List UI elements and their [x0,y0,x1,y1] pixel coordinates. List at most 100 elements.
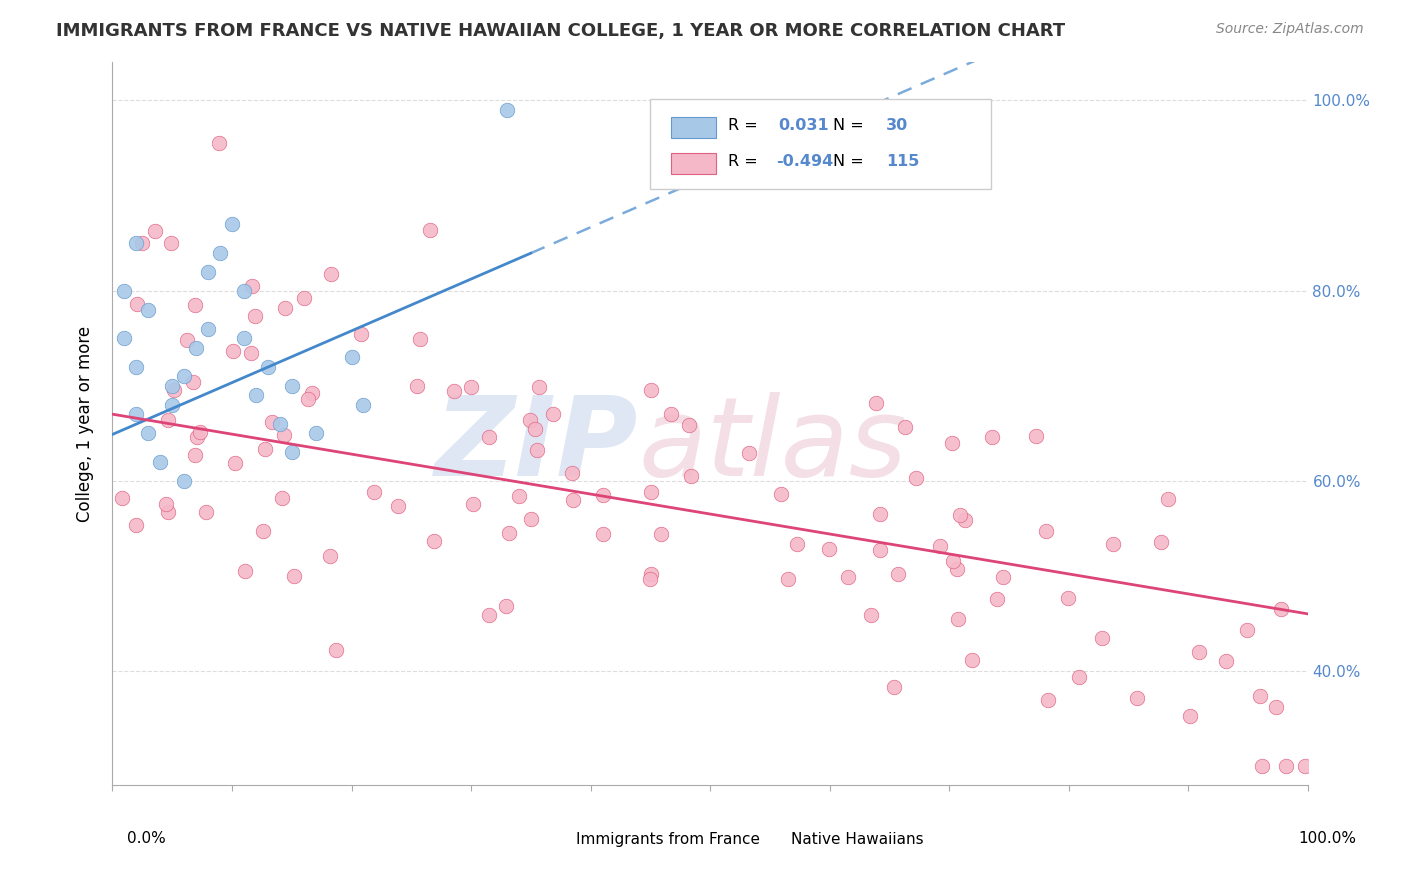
Point [245,388,267,402]
Point [173,474,195,488]
Point [352,398,374,412]
Point [423,533,446,548]
Point [869,507,891,521]
Point [960,653,983,667]
Point [176,333,198,347]
Point [186,430,208,444]
Point [406,378,429,392]
Point [143,224,166,238]
Point [156,412,179,426]
Point [138,302,160,317]
Point [638,572,661,586]
Point [1236,623,1258,637]
Point [1249,689,1271,703]
Point [1156,492,1178,507]
Text: 115: 115 [886,154,920,169]
Point [770,487,793,501]
Text: N =: N = [834,118,869,133]
Point [640,485,662,500]
Point [1215,654,1237,668]
Point [155,497,177,511]
Point [114,284,135,298]
Point [1294,759,1316,773]
Point [520,512,543,526]
Point [496,103,519,117]
Point [260,415,283,429]
Point [640,384,662,398]
Point [186,341,208,355]
Point [253,442,276,456]
Text: N =: N = [834,154,869,169]
Point [281,378,304,392]
Point [162,378,183,392]
Text: -0.494: -0.494 [776,154,832,169]
Point [125,297,148,311]
Point [562,493,585,508]
Point [991,569,1014,583]
Point [349,326,371,341]
Point [387,499,409,513]
Point [114,331,135,345]
Point [894,420,917,434]
Point [184,449,207,463]
Point [941,436,963,450]
Point [245,309,267,323]
Point [274,301,297,316]
Point [283,569,305,583]
Point [149,455,172,469]
FancyBboxPatch shape [531,832,567,847]
Point [519,413,541,427]
Point [125,359,148,374]
Text: ZIP: ZIP [434,392,638,499]
Point [1126,690,1149,705]
Point [305,426,328,441]
Point [526,442,548,457]
Point [273,427,295,442]
Point [301,385,323,400]
Point [321,267,343,281]
Point [659,408,682,422]
Point [224,456,246,470]
Point [477,608,499,623]
Point [946,612,969,626]
Point [942,554,965,568]
Point [1264,700,1286,714]
Point [408,332,430,346]
Point [498,526,520,541]
Point [681,469,703,483]
Point [240,346,263,360]
Text: IMMIGRANTS FROM FRANCE VS NATIVE HAWAIIAN COLLEGE, 1 YEAR OR MORE CORRELATION CH: IMMIGRANTS FROM FRANCE VS NATIVE HAWAIIA… [56,22,1066,40]
Point [981,430,1004,444]
Point [529,379,551,393]
Point [257,359,280,374]
Point [887,567,910,582]
Point [340,350,363,364]
FancyBboxPatch shape [747,832,782,847]
Point [209,245,232,260]
Point [363,485,385,500]
Point [240,279,263,293]
Text: 30: 30 [886,118,908,133]
Point [125,407,148,421]
Point [1251,759,1274,773]
Text: Source: ZipAtlas.com: Source: ZipAtlas.com [1216,22,1364,37]
Point [776,572,799,586]
Point [159,235,181,250]
Point [281,445,304,459]
Text: Native Hawaiians: Native Hawaiians [792,831,924,847]
Point [543,407,565,421]
Point [1150,534,1173,549]
Point [222,344,245,359]
Point [640,566,662,581]
Point [1180,709,1202,723]
Point [949,508,972,522]
Point [561,466,583,480]
Point [786,537,808,551]
FancyBboxPatch shape [671,117,716,138]
Point [131,236,153,251]
Point [523,422,546,436]
Point [883,680,905,694]
Point [495,599,517,613]
Point [221,217,243,231]
Point [419,222,441,236]
